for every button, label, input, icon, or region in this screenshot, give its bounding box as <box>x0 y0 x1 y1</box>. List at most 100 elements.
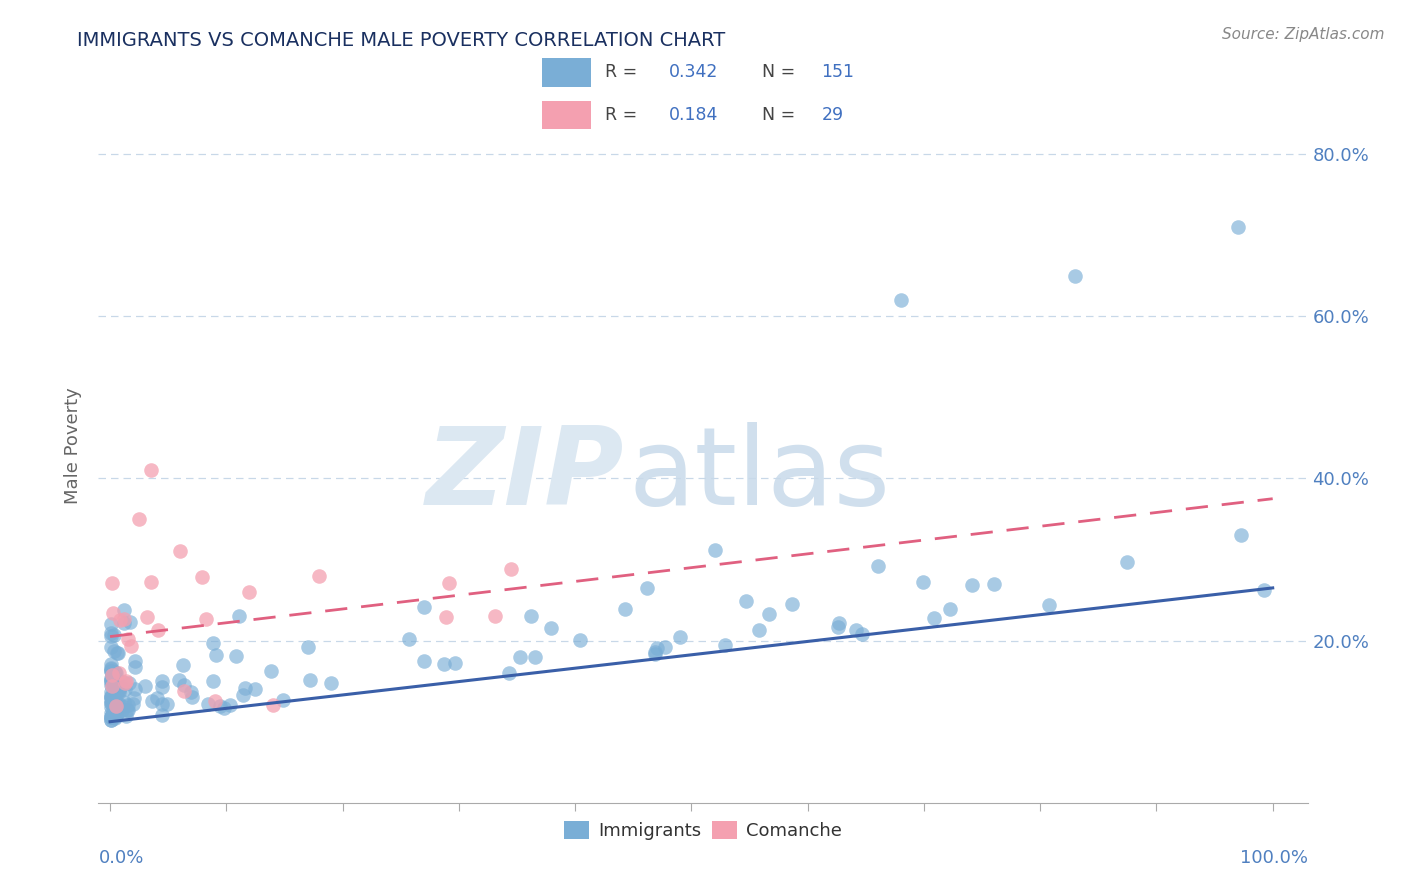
Point <box>398 632 420 646</box>
Point <box>960 577 983 591</box>
Point <box>100 664 122 678</box>
Point <box>194 612 217 626</box>
Point <box>105 709 128 723</box>
Point <box>205 648 228 662</box>
Text: IMMIGRANTS VS COMANCHE MALE POVERTY CORRELATION CHART: IMMIGRANTS VS COMANCHE MALE POVERTY CORR… <box>77 31 725 50</box>
Text: Source: ZipAtlas.com: Source: ZipAtlas.com <box>1222 27 1385 42</box>
Point <box>100 692 122 706</box>
Point <box>122 697 145 711</box>
Point <box>191 570 214 584</box>
Point <box>569 633 592 648</box>
Point <box>100 690 122 704</box>
Text: 0.0%: 0.0% <box>98 849 143 867</box>
Point <box>204 694 226 708</box>
Point <box>939 602 962 616</box>
Point <box>105 708 128 723</box>
Point <box>100 700 122 714</box>
Point <box>100 678 122 692</box>
Point <box>262 698 284 713</box>
Point <box>413 654 436 668</box>
Point <box>845 623 868 637</box>
Point <box>124 660 146 674</box>
Point <box>100 671 122 685</box>
Point <box>150 708 173 723</box>
Point <box>100 710 122 724</box>
Point <box>107 696 129 710</box>
Point <box>308 568 330 582</box>
FancyBboxPatch shape <box>543 101 591 129</box>
Point <box>100 640 122 654</box>
Point <box>758 607 780 622</box>
Point <box>103 665 125 680</box>
Point <box>124 655 146 669</box>
Point <box>128 512 150 526</box>
Point <box>437 575 460 590</box>
Point <box>100 696 122 710</box>
Point <box>112 603 135 617</box>
Point <box>260 664 283 678</box>
Point <box>104 679 127 693</box>
Point <box>444 657 467 671</box>
Point <box>922 611 945 625</box>
Point <box>104 711 127 725</box>
Point <box>108 666 131 681</box>
Point <box>114 676 136 690</box>
Text: 151: 151 <box>821 62 855 81</box>
Point <box>509 649 531 664</box>
Point <box>100 710 122 724</box>
Point <box>111 698 134 713</box>
Point <box>243 682 266 697</box>
Point <box>150 680 173 694</box>
Point <box>1115 555 1137 569</box>
Point <box>644 645 666 659</box>
Text: R =: R = <box>606 62 643 81</box>
Point <box>238 585 260 599</box>
Point <box>100 684 122 698</box>
Point <box>181 690 204 705</box>
Point <box>100 616 122 631</box>
Point <box>103 627 125 641</box>
Point <box>233 681 256 695</box>
Point <box>135 610 157 624</box>
Point <box>114 681 136 696</box>
Point <box>104 699 127 714</box>
Point <box>108 685 131 699</box>
Point <box>104 689 127 703</box>
Point <box>156 698 179 712</box>
Point <box>180 684 202 698</box>
Point <box>100 661 122 675</box>
Point <box>112 695 135 709</box>
Point <box>167 673 190 687</box>
Point <box>105 672 128 686</box>
Point <box>212 701 235 715</box>
Text: 100.0%: 100.0% <box>1240 849 1308 867</box>
Point <box>734 594 756 608</box>
Point <box>101 668 124 682</box>
Point <box>433 657 456 672</box>
Point <box>1226 220 1249 235</box>
Point <box>983 577 1005 591</box>
Point <box>100 706 122 720</box>
Point <box>112 616 135 631</box>
Point <box>118 676 141 690</box>
Point <box>120 639 142 653</box>
Point <box>100 713 122 727</box>
Point <box>103 690 125 704</box>
Point <box>100 673 122 687</box>
Point <box>100 693 122 707</box>
Point <box>100 674 122 689</box>
Text: N =: N = <box>762 62 801 81</box>
Point <box>101 575 124 590</box>
Text: 29: 29 <box>821 105 844 124</box>
FancyBboxPatch shape <box>543 58 591 87</box>
Point <box>1230 528 1253 542</box>
Point <box>413 600 436 615</box>
Point <box>120 615 142 630</box>
Point <box>519 609 541 624</box>
Point <box>100 629 122 643</box>
Point <box>321 675 343 690</box>
Point <box>100 673 122 687</box>
Point <box>434 610 457 624</box>
Point <box>117 632 139 647</box>
Y-axis label: Male Poverty: Male Poverty <box>65 388 83 504</box>
